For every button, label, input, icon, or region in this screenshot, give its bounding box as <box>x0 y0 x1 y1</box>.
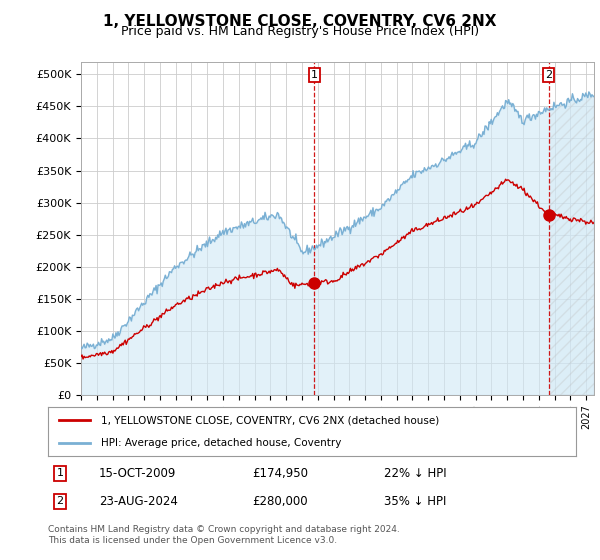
Text: 2: 2 <box>545 70 553 80</box>
Text: 35% ↓ HPI: 35% ↓ HPI <box>384 494 446 508</box>
Text: 1: 1 <box>311 70 318 80</box>
Text: 15-OCT-2009: 15-OCT-2009 <box>99 466 176 480</box>
Text: 2: 2 <box>56 496 64 506</box>
Text: HPI: Average price, detached house, Coventry: HPI: Average price, detached house, Cove… <box>101 438 341 448</box>
Text: £174,950: £174,950 <box>252 466 308 480</box>
Text: Price paid vs. HM Land Registry's House Price Index (HPI): Price paid vs. HM Land Registry's House … <box>121 25 479 38</box>
Text: 22% ↓ HPI: 22% ↓ HPI <box>384 466 446 480</box>
Text: £280,000: £280,000 <box>252 494 308 508</box>
Text: 1: 1 <box>56 468 64 478</box>
Text: 23-AUG-2024: 23-AUG-2024 <box>99 494 178 508</box>
Text: 1, YELLOWSTONE CLOSE, COVENTRY, CV6 2NX (detached house): 1, YELLOWSTONE CLOSE, COVENTRY, CV6 2NX … <box>101 416 439 426</box>
Text: 1, YELLOWSTONE CLOSE, COVENTRY, CV6 2NX: 1, YELLOWSTONE CLOSE, COVENTRY, CV6 2NX <box>103 14 497 29</box>
Text: Contains HM Land Registry data © Crown copyright and database right 2024.
This d: Contains HM Land Registry data © Crown c… <box>48 525 400 545</box>
